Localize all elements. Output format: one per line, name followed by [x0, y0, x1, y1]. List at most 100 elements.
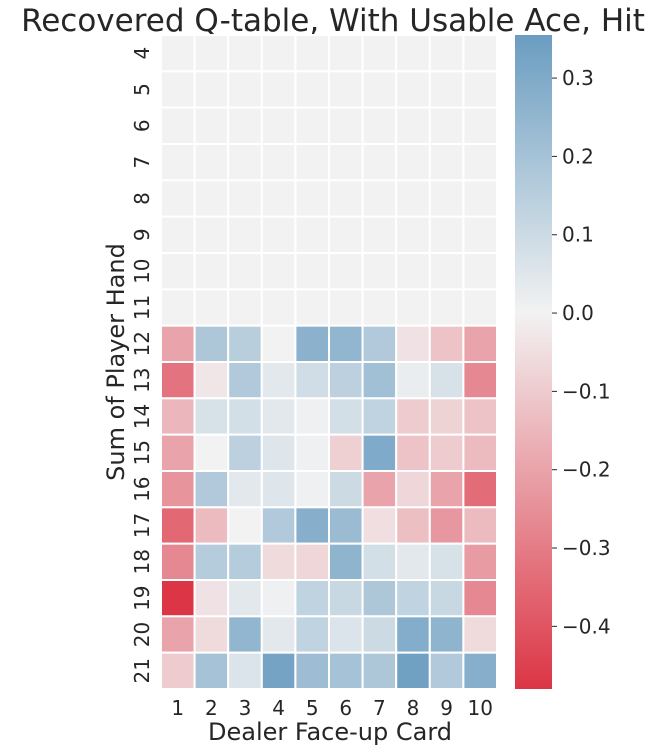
heatmap-cell: [328, 288, 364, 327]
heatmap-cell: [294, 615, 330, 654]
heatmap-cell: [160, 106, 196, 145]
heatmap-cell: [328, 70, 364, 109]
heatmap-cell: [361, 324, 398, 363]
x-tick-label: 6: [339, 696, 352, 720]
heatmap-cell: [361, 179, 398, 218]
y-tick-label: 10: [130, 258, 154, 283]
heatmap-cell: [395, 615, 431, 654]
heatmap-cell: [193, 252, 230, 291]
colorbar-tick-label: −0.4: [562, 614, 611, 638]
heatmap-cell: [328, 506, 364, 545]
heatmap-cell: [361, 651, 398, 691]
heatmap-cell: [361, 34, 398, 73]
heatmap-cell: [361, 288, 398, 327]
heatmap-cell: [260, 252, 297, 291]
heatmap-cell: [361, 542, 398, 582]
heatmap-cell: [462, 106, 498, 145]
heatmap-cell: [294, 252, 330, 291]
heatmap-cell: [227, 542, 263, 582]
heatmap-cell: [462, 579, 498, 618]
heatmap-cells: [160, 34, 498, 691]
heatmap-cell: [294, 579, 330, 618]
heatmap-cell: [462, 542, 498, 582]
heatmap-cell: [160, 143, 196, 182]
heatmap-cell: [260, 506, 297, 545]
heatmap-cell: [260, 215, 297, 255]
x-tick-label: 1: [171, 696, 184, 720]
heatmap-cell: [193, 615, 230, 654]
heatmap-cell: [395, 324, 431, 363]
x-tick-label: 9: [440, 696, 453, 720]
heatmap-cell: [193, 70, 230, 109]
heatmap-cell: [227, 361, 263, 400]
heatmap-cell: [328, 651, 364, 691]
heatmap-cell: [428, 542, 465, 582]
heatmap-cell: [227, 615, 263, 654]
colorbar-tick-label: −0.2: [562, 458, 611, 482]
heatmap-cell: [361, 70, 398, 109]
heatmap-cell: [428, 252, 465, 291]
heatmap-cell: [260, 651, 297, 691]
heatmap-cell: [260, 397, 297, 436]
heatmap-cell: [328, 470, 364, 509]
heatmap-cell: [462, 506, 498, 545]
heatmap-cell: [428, 215, 465, 255]
y-tick-label: 9: [130, 228, 154, 241]
heatmap-cell: [260, 433, 297, 472]
heatmap-cell: [462, 215, 498, 255]
heatmap-cell: [193, 361, 230, 400]
heatmap-cell: [160, 542, 196, 582]
heatmap-cell: [227, 397, 263, 436]
y-tick-label: 20: [130, 622, 154, 647]
heatmap-cell: [294, 288, 330, 327]
heatmap-cell: [193, 397, 230, 436]
heatmap-cell: [160, 179, 196, 218]
heatmap-cell: [428, 506, 465, 545]
y-tick-label: 6: [130, 119, 154, 132]
colorbar-tick-label: 0.3: [562, 66, 594, 90]
x-tick-label: 2: [205, 696, 218, 720]
heatmap-cell: [294, 397, 330, 436]
heatmap-cell: [328, 252, 364, 291]
x-tick-label: 7: [373, 696, 386, 720]
heatmap-cell: [227, 143, 263, 182]
y-tick-label: 13: [130, 367, 154, 392]
heatmap-cell: [260, 470, 297, 509]
heatmap-cell: [395, 288, 431, 327]
heatmap-cell: [328, 433, 364, 472]
heatmap-cell: [193, 651, 230, 691]
heatmap-cell: [462, 34, 498, 73]
heatmap-cell: [193, 542, 230, 582]
heatmap-cell: [227, 288, 263, 327]
heatmap-cell: [260, 288, 297, 327]
heatmap-cell: [361, 397, 398, 436]
heatmap-cell: [160, 651, 196, 691]
heatmap-cell: [428, 106, 465, 145]
heatmap-cell: [294, 506, 330, 545]
heatmap-cell: [361, 615, 398, 654]
y-tick-label: 11: [130, 295, 154, 320]
heatmap-cell: [462, 615, 498, 654]
y-tick-label: 4: [130, 47, 154, 60]
y-tick-label: 21: [130, 658, 154, 683]
heatmap-cell: [294, 542, 330, 582]
heatmap-cell: [294, 106, 330, 145]
heatmap-cell: [328, 579, 364, 618]
y-tick-label: 18: [130, 549, 154, 574]
heatmap-cell: [428, 615, 465, 654]
heatmap-cell: [395, 651, 431, 691]
heatmap-cell: [294, 651, 330, 691]
heatmap-cell: [328, 143, 364, 182]
heatmap-cell: [193, 433, 230, 472]
heatmap-cell: [227, 106, 263, 145]
heatmap-cell: [361, 106, 398, 145]
heatmap-cell: [294, 433, 330, 472]
heatmap-cell: [428, 470, 465, 509]
heatmap-cell: [462, 361, 498, 400]
heatmap-cell: [193, 288, 230, 327]
heatmap-cell: [260, 542, 297, 582]
x-tick-label: 8: [407, 696, 420, 720]
colorbar-tick-label: −0.1: [562, 379, 611, 403]
heatmap-cell: [160, 470, 196, 509]
heatmap-cell: [160, 288, 196, 327]
